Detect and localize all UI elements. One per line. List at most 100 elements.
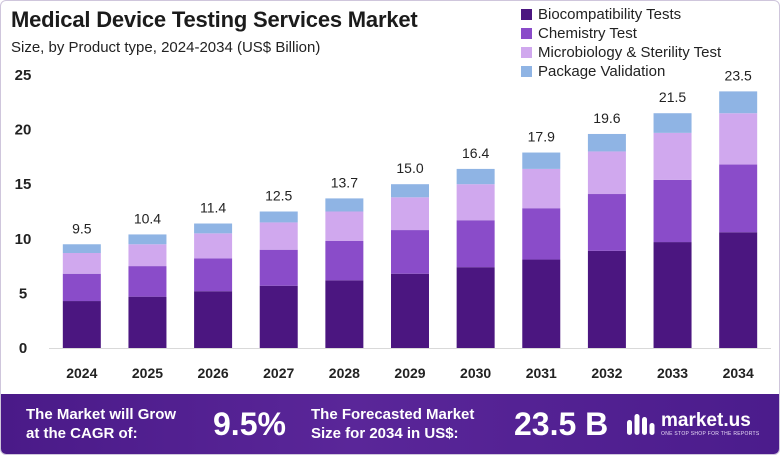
bar-segment-biocompatibility-tests-2029 bbox=[391, 273, 429, 348]
bar-total-label: 17.9 bbox=[528, 129, 555, 145]
bar-total-label: 9.5 bbox=[72, 220, 92, 236]
bar-group-2031 bbox=[522, 152, 561, 348]
forecast-label-line1: The Forecasted Market bbox=[311, 406, 475, 423]
bar-group-2034 bbox=[719, 91, 758, 348]
legend-label: Microbiology & Sterility Test bbox=[538, 44, 722, 61]
bar-segment-microbiology-sterility-test-2031 bbox=[522, 168, 561, 209]
market-us-logo: market.us ONE STOP SHOP FOR THE REPORTS bbox=[625, 411, 760, 438]
y-tick-label: 0 bbox=[19, 340, 27, 357]
bar-segment-chemistry-test-2026 bbox=[194, 258, 233, 292]
bar-group-2029 bbox=[391, 184, 429, 348]
x-tick-label: 2028 bbox=[329, 365, 360, 381]
x-tick-label: 2030 bbox=[460, 365, 491, 381]
bar-segment-microbiology-sterility-test-2024 bbox=[62, 252, 101, 274]
chart-subtitle: Size, by Product type, 2024-2034 (US$ Bi… bbox=[11, 39, 321, 56]
x-tick-label: 2026 bbox=[198, 365, 229, 381]
cagr-label-line1: The Market will Grow bbox=[26, 406, 177, 423]
bar-total-label: 10.4 bbox=[134, 210, 161, 226]
market-us-logo-icon bbox=[627, 414, 655, 435]
bar-segment-biocompatibility-tests-2027 bbox=[259, 285, 298, 348]
bar-segment-chemistry-test-2025 bbox=[128, 266, 167, 297]
brand-tagline: ONE STOP SHOP FOR THE REPORTS bbox=[661, 431, 760, 437]
bar-segment-package-validation-2031 bbox=[522, 152, 561, 169]
bar-segment-biocompatibility-tests-2033 bbox=[653, 242, 692, 348]
bar-segment-chemistry-test-2030 bbox=[456, 220, 495, 268]
bar-segment-microbiology-sterility-test-2029 bbox=[391, 197, 429, 231]
bar-segment-biocompatibility-tests-2032 bbox=[587, 250, 626, 348]
forecast-label: The Forecasted Market Size for 2034 in U… bbox=[311, 405, 474, 443]
bar-total-label: 21.5 bbox=[659, 89, 686, 105]
bar-segment-chemistry-test-2031 bbox=[522, 208, 561, 260]
legend-item-biocompatibility: Biocompatibility Tests bbox=[521, 5, 721, 24]
y-tick-label: 15 bbox=[15, 176, 32, 193]
bar-total-label: 13.7 bbox=[331, 174, 358, 190]
bar-total-label: 23.5 bbox=[725, 67, 752, 83]
legend-label: Chemistry Test bbox=[538, 25, 637, 42]
legend-item-microbiology: Microbiology & Sterility Test bbox=[521, 43, 721, 62]
bar-total-label: 15.0 bbox=[396, 160, 423, 176]
forecast-label-line2: Size for 2034 in US$: bbox=[311, 425, 459, 442]
bar-segment-package-validation-2025 bbox=[128, 234, 167, 245]
bar-segment-chemistry-test-2033 bbox=[653, 179, 692, 243]
y-tick-label: 25 bbox=[15, 67, 32, 84]
bar-segment-microbiology-sterility-test-2026 bbox=[194, 233, 233, 259]
x-tick-label: 2024 bbox=[66, 365, 97, 381]
bar-segment-chemistry-test-2034 bbox=[719, 164, 758, 233]
bar-segment-microbiology-sterility-test-2027 bbox=[259, 222, 298, 250]
legend-swatch bbox=[521, 66, 532, 77]
chart-legend: Biocompatibility Tests Chemistry Test Mi… bbox=[521, 5, 721, 81]
bar-segment-chemistry-test-2032 bbox=[587, 194, 626, 251]
forecast-value: 23.5 B bbox=[514, 406, 609, 442]
stacked-bar-chart: 05101520259.5202410.4202511.4202612.5202… bbox=[15, 67, 771, 381]
bar-group-2024 bbox=[62, 244, 101, 348]
bar-segment-microbiology-sterility-test-2033 bbox=[653, 132, 692, 180]
bar-total-label: 16.4 bbox=[462, 145, 489, 161]
bar-segment-package-validation-2034 bbox=[719, 91, 758, 114]
bar-group-2032 bbox=[587, 133, 626, 348]
y-tick-label: 5 bbox=[19, 285, 27, 302]
bar-segment-chemistry-test-2024 bbox=[62, 273, 101, 302]
bar-segment-microbiology-sterility-test-2034 bbox=[719, 113, 758, 165]
x-tick-label: 2025 bbox=[132, 365, 163, 381]
cagr-label-line2: at the CAGR of: bbox=[26, 425, 138, 442]
bar-segment-microbiology-sterility-test-2025 bbox=[128, 244, 167, 267]
bar-group-2028 bbox=[325, 198, 364, 348]
legend-swatch bbox=[521, 47, 532, 58]
bar-segment-package-validation-2024 bbox=[62, 244, 101, 253]
bar-segment-biocompatibility-tests-2024 bbox=[62, 301, 101, 348]
x-tick-label: 2034 bbox=[723, 365, 754, 381]
bar-group-2025 bbox=[128, 234, 167, 348]
bar-segment-biocompatibility-tests-2025 bbox=[128, 296, 167, 348]
legend-item-package-validation: Package Validation bbox=[521, 62, 721, 81]
x-tick-label: 2033 bbox=[657, 365, 688, 381]
legend-label: Package Validation bbox=[538, 63, 666, 80]
legend-swatch bbox=[521, 9, 532, 20]
summary-banner: The Market will Grow at the CAGR of: 9.5… bbox=[1, 394, 779, 454]
bar-total-label: 12.5 bbox=[265, 188, 292, 204]
bar-segment-package-validation-2028 bbox=[325, 198, 364, 212]
bar-segment-package-validation-2027 bbox=[259, 211, 298, 223]
cagr-label: The Market will Grow at the CAGR of: bbox=[26, 405, 176, 443]
x-tick-label: 2029 bbox=[394, 365, 425, 381]
y-tick-label: 20 bbox=[15, 122, 32, 139]
bar-group-2027 bbox=[259, 211, 298, 348]
chart-title: Medical Device Testing Services Market bbox=[11, 7, 418, 32]
bar-segment-package-validation-2026 bbox=[194, 223, 233, 234]
y-tick-label: 10 bbox=[15, 231, 32, 248]
bar-segment-chemistry-test-2029 bbox=[391, 230, 429, 274]
legend-label: Biocompatibility Tests bbox=[538, 6, 682, 23]
bar-segment-package-validation-2032 bbox=[587, 133, 626, 152]
legend-item-chemistry: Chemistry Test bbox=[521, 24, 721, 43]
x-tick-label: 2031 bbox=[526, 365, 557, 381]
x-tick-label: 2027 bbox=[263, 365, 294, 381]
bar-segment-biocompatibility-tests-2034 bbox=[719, 232, 758, 348]
x-tick-label: 2032 bbox=[591, 365, 622, 381]
bar-segment-biocompatibility-tests-2026 bbox=[194, 291, 233, 348]
bar-segment-package-validation-2030 bbox=[456, 168, 495, 185]
bar-segment-biocompatibility-tests-2028 bbox=[325, 280, 364, 348]
cagr-value: 9.5% bbox=[213, 406, 286, 442]
bar-segment-biocompatibility-tests-2031 bbox=[522, 259, 561, 348]
bar-group-2026 bbox=[194, 223, 233, 348]
bar-segment-chemistry-test-2028 bbox=[325, 240, 364, 281]
